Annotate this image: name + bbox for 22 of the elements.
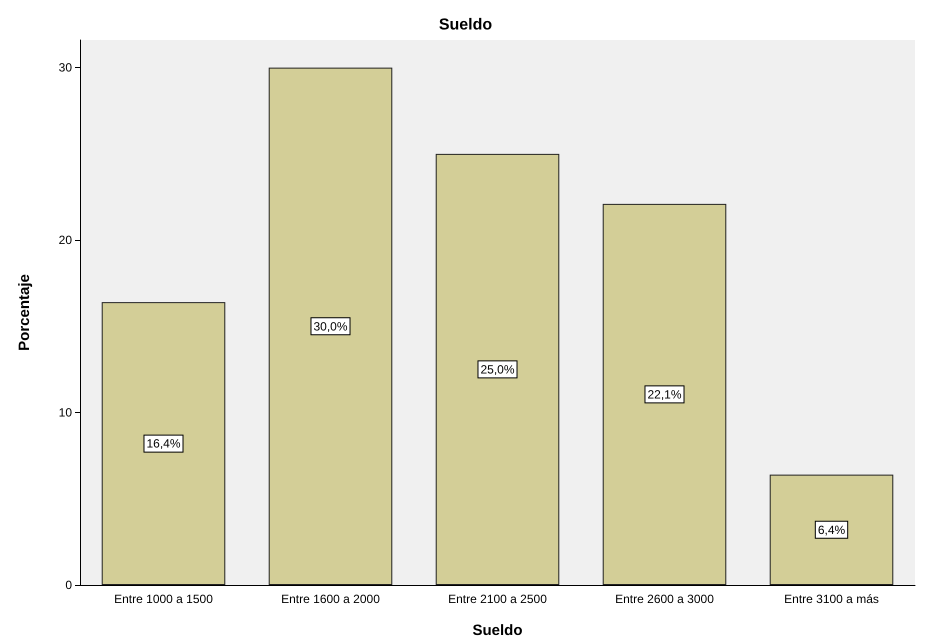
- x-tick-label: Entre 3100 a más: [784, 592, 879, 606]
- y-tick-label: 0: [65, 578, 72, 592]
- x-tick-label: Entre 2600 a 3000: [615, 592, 714, 606]
- y-axis-title: Porcentaje: [16, 274, 33, 351]
- bar: [770, 474, 894, 585]
- data-label: 30,0%: [313, 319, 348, 334]
- y-tick-label: 30: [58, 60, 72, 75]
- x-tick-label: Entre 2100 a 2500: [448, 592, 548, 606]
- bar: [436, 154, 560, 585]
- data-label: 6,4%: [818, 522, 846, 537]
- bar: [602, 204, 726, 585]
- data-label: 22,1%: [647, 387, 682, 402]
- x-axis-title: Sueldo: [472, 622, 523, 639]
- y-tick-label: 20: [58, 233, 72, 248]
- x-tick-label: Entre 1000 a 1500: [114, 592, 214, 606]
- bar: [268, 68, 392, 585]
- bar: [102, 302, 226, 585]
- data-label: 25,0%: [480, 362, 515, 376]
- data-label: 16,4%: [146, 436, 181, 451]
- y-tick-label: 10: [58, 406, 72, 420]
- x-tick-label: Entre 1600 a 2000: [281, 592, 380, 606]
- chart-title: Sueldo: [438, 16, 492, 34]
